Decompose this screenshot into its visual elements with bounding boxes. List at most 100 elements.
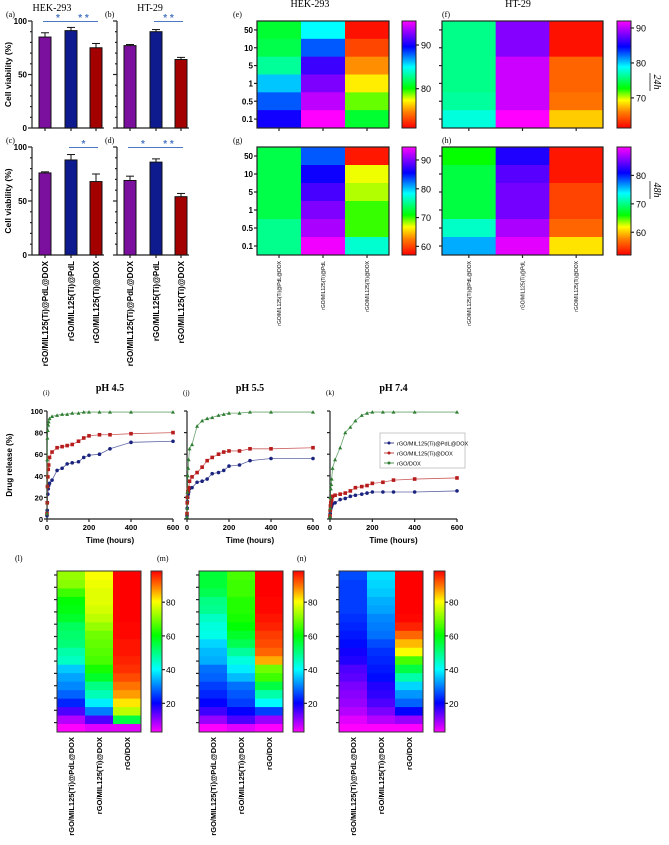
data-point xyxy=(46,423,51,427)
release-panel-1: (i) pH 4.5 0 20 40 60 80 100 0 200 400 600 Time (hou… xyxy=(5,383,179,545)
data-point xyxy=(210,415,215,420)
colorbar-tick-label: 40 xyxy=(166,665,176,675)
column-label: rGO/MIL125(Ti)@DOX xyxy=(377,737,386,814)
heatmap-cell xyxy=(257,165,302,184)
data-point xyxy=(129,431,133,436)
heatmap-cell xyxy=(301,21,346,40)
data-point xyxy=(248,458,252,463)
column-label: rGO/MIL125(Ti)@DOX xyxy=(365,260,371,311)
heatmap-cell xyxy=(495,56,550,75)
heatmap-cell xyxy=(301,147,346,166)
data-point xyxy=(353,418,358,423)
data-point xyxy=(391,490,396,494)
y-tick-label: 0 xyxy=(39,515,43,524)
bar-panel-b: (b) * * xyxy=(105,10,189,131)
data-point xyxy=(338,492,342,496)
heatmap-cell xyxy=(301,110,346,129)
colorbar-tick-label: 80 xyxy=(636,171,646,181)
data-point xyxy=(269,447,273,451)
bar xyxy=(174,196,188,256)
heatmap-cell xyxy=(495,21,550,40)
data-point xyxy=(333,457,338,462)
heatmap-cell xyxy=(345,56,390,75)
heatmap-cell xyxy=(257,237,302,256)
data-point xyxy=(348,489,353,493)
category-label: rGO/MIL125(Ti)@DOX xyxy=(92,260,101,343)
panel-label: (i) xyxy=(43,389,50,397)
data-point xyxy=(108,432,112,437)
heatmap-cell xyxy=(395,647,424,657)
data-point xyxy=(210,471,214,476)
data-point xyxy=(129,410,133,414)
data-point xyxy=(45,436,50,440)
heatmap-cell xyxy=(367,613,396,623)
column-label: rGO/MIL125(Ti)@PdL@DOX xyxy=(349,737,358,836)
heatmap-cell xyxy=(255,706,284,716)
y-tick-label: 0 xyxy=(23,251,28,260)
panel-label: (j) xyxy=(183,389,190,397)
data-point xyxy=(186,485,191,490)
data-point xyxy=(455,410,459,414)
heatmap-cell xyxy=(113,579,142,589)
data-point xyxy=(359,484,364,489)
heatmap-cell xyxy=(57,621,86,631)
heatmap-cell xyxy=(227,621,256,631)
data-point xyxy=(46,492,50,496)
x-tick-label: 200 xyxy=(366,523,379,532)
row-label: 0.1 xyxy=(242,242,254,251)
column-label: rGO/MIL125(Ti)@DOX xyxy=(574,260,580,311)
data-point xyxy=(81,436,86,440)
data-point xyxy=(47,481,52,486)
colorbar-tick-label: 80 xyxy=(166,598,176,608)
data-point xyxy=(328,486,333,491)
heatmap-cell xyxy=(57,587,86,597)
data-point xyxy=(328,506,333,510)
heatmap-cell xyxy=(57,613,86,623)
x-tick-label: 200 xyxy=(223,523,236,532)
data-point xyxy=(330,494,335,499)
data-point xyxy=(329,501,333,505)
data-point xyxy=(46,419,51,424)
colorbar-tick-label: 80 xyxy=(636,58,646,68)
legend-box xyxy=(379,432,466,469)
data-point xyxy=(186,488,191,492)
data-point xyxy=(380,410,385,414)
y-tick-label: 100 xyxy=(14,17,28,26)
data-point xyxy=(338,497,342,502)
bar xyxy=(38,172,52,256)
panel-label: (l) xyxy=(15,554,23,563)
heatmap-cell xyxy=(85,587,114,597)
heatmap-cell xyxy=(442,183,497,202)
y-tick-label: 60 xyxy=(35,450,43,459)
heatmap-cell xyxy=(255,571,284,580)
data-point xyxy=(200,479,204,484)
heatmap-cell xyxy=(199,587,228,597)
data-point xyxy=(76,411,81,415)
panel-title: pH 4.5 xyxy=(96,383,124,394)
series-line xyxy=(329,490,458,517)
x-tick-label: 600 xyxy=(167,523,180,532)
colorbar xyxy=(401,20,417,129)
heatmap-cell xyxy=(395,587,424,597)
data-point xyxy=(381,490,385,494)
panel-label: (f) xyxy=(442,10,450,19)
data-point xyxy=(330,466,335,470)
bar-panel-c: (c) 0 50 100 Cell viability (%) rGO/MIL125(Ti… xyxy=(3,136,104,366)
data-point xyxy=(47,455,52,460)
heatmap-cell xyxy=(255,715,284,725)
heatmap-cell xyxy=(113,638,142,648)
data-point xyxy=(381,480,385,485)
colorbar-tick-label: 40 xyxy=(308,665,318,675)
panel-label: (c) xyxy=(6,136,15,145)
bar xyxy=(64,159,78,256)
heatmap-cell xyxy=(57,715,86,725)
data-point xyxy=(87,434,91,438)
colorbar-tick-label: 80 xyxy=(308,598,318,608)
colorbar-tick-label: 60 xyxy=(308,631,318,641)
heatmap-cell xyxy=(257,74,302,93)
legend-label: rGO/MIL125(Ti)@DOX xyxy=(397,452,453,458)
significance-mark: * * xyxy=(163,13,174,24)
y-axis-label: Cell viability (%) xyxy=(3,168,13,233)
x-tick-label: 0 xyxy=(328,523,332,532)
data-point xyxy=(187,446,192,451)
